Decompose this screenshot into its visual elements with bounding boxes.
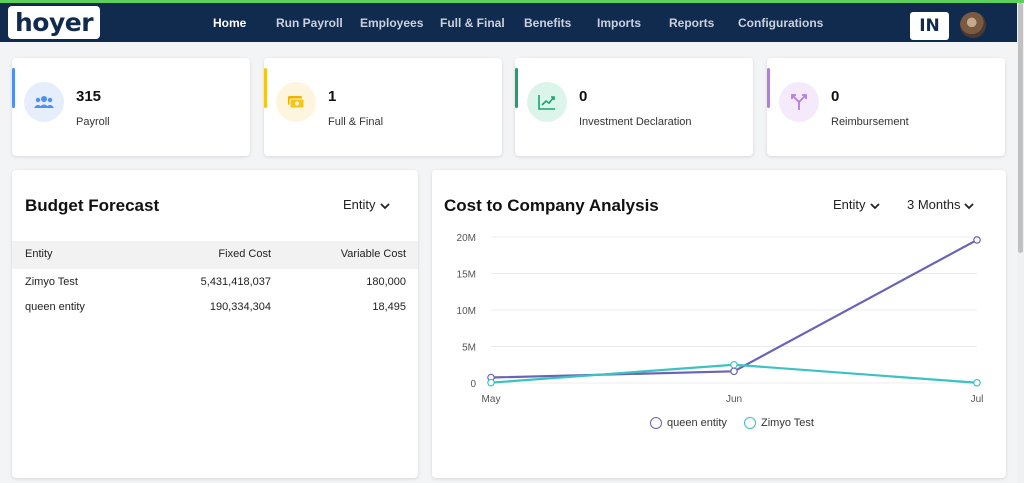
page-scrollbar[interactable] [1017, 3, 1024, 483]
reimbursement-count: 0 [831, 88, 840, 105]
money-icon [276, 82, 316, 122]
data-point [730, 360, 738, 369]
ctc-period-dropdown[interactable]: 3 Months [907, 197, 975, 213]
budget-table-header [12, 241, 418, 269]
full-final-label: Full & Final [328, 116, 384, 128]
y-tick-label: 20M [457, 233, 476, 244]
ctc-analysis-title: Cost to Company Analysis [444, 196, 659, 215]
legend-queen-entity[interactable]: queen entity [650, 417, 727, 430]
col-header-variable-cost: Variable Cost [340, 248, 406, 260]
col-header-fixed-cost: Fixed Cost [218, 248, 271, 260]
x-tick-label: Jun [726, 394, 742, 405]
legend-label: Zimyo Test [761, 417, 814, 429]
data-point [973, 236, 981, 244]
chevron-down-icon [379, 198, 390, 213]
series-line-0 [490, 238, 978, 379]
y-tick-label: 15M [457, 270, 476, 281]
row-variable-cost: 18,495 [372, 301, 406, 313]
ctc-analysis-panel: Cost to Company Analysis Entity 3 Months… [432, 170, 1006, 478]
y-tick-label: 0 [470, 379, 476, 390]
card-accent [264, 68, 267, 108]
budget-entity-dropdown[interactable]: Entity [343, 197, 390, 213]
dropdown-label: Entity [833, 197, 866, 212]
y-tick-label: 10M [457, 306, 476, 317]
full-final-count: 1 [328, 88, 337, 105]
col-header-entity: Entity [25, 248, 53, 260]
top-navbar: hoyer Home Run Payroll Employees Full & … [0, 3, 1017, 42]
data-point [487, 378, 495, 387]
nav-full-and-final[interactable]: Full & Final [440, 16, 505, 30]
nav-home[interactable]: Home [213, 16, 247, 30]
trend-chart-icon [527, 82, 567, 122]
split-arrows-icon [779, 82, 819, 122]
dropdown-label: Entity [343, 197, 376, 212]
chevron-down-icon [869, 198, 880, 213]
brand-logo[interactable]: hoyer [8, 6, 100, 39]
nav-imports[interactable]: Imports [597, 16, 642, 30]
row-variable-cost: 180,000 [366, 276, 406, 288]
users-icon [24, 82, 64, 122]
payroll-count: 315 [76, 88, 102, 105]
stat-card-payroll[interactable]: 315 Payroll [12, 58, 250, 156]
x-tick-label: May [482, 394, 501, 405]
x-tick-label: Jul [971, 394, 984, 405]
scrollbar-thumb[interactable] [1018, 3, 1023, 253]
payroll-label: Payroll [76, 116, 110, 128]
card-accent [515, 68, 518, 108]
nav-reports[interactable]: Reports [669, 16, 715, 30]
legend-label: queen entity [667, 417, 727, 429]
ctc-line-chart: 0 5M 10M 15M 20M May Jun Jul [457, 233, 984, 405]
legend-zimyo-test[interactable]: Zimyo Test [744, 417, 814, 430]
nav-configurations[interactable]: Configurations [738, 16, 824, 30]
legend-marker [744, 417, 756, 430]
dropdown-label: 3 Months [907, 197, 961, 212]
y-tick-label: 5M [462, 343, 476, 354]
chevron-down-icon [964, 198, 975, 213]
stat-card-investment[interactable]: 0 Investment Declaration [515, 58, 753, 156]
language-selector[interactable]: IN [910, 12, 949, 40]
row-entity: Zimyo Test [25, 276, 78, 288]
data-point [730, 367, 738, 376]
card-accent [12, 68, 15, 108]
data-point [973, 378, 981, 387]
stat-card-full-final[interactable]: 1 Full & Final [264, 58, 502, 156]
row-entity: queen entity [25, 301, 85, 313]
nav-employees[interactable]: Employees [360, 16, 424, 30]
top-accent-line [0, 0, 1024, 3]
legend-marker [650, 417, 662, 430]
budget-forecast-panel: Budget Forecast Entity Entity Fixed Cost… [12, 170, 418, 478]
nav-benefits[interactable]: Benefits [524, 16, 572, 30]
budget-forecast-title: Budget Forecast [25, 196, 160, 215]
investment-count: 0 [579, 88, 588, 105]
investment-label: Investment Declaration [579, 116, 692, 128]
stat-card-reimbursement[interactable]: 0 Reimbursement [767, 58, 1005, 156]
card-accent [767, 68, 770, 108]
row-fixed-cost: 5,431,418,037 [200, 276, 271, 288]
user-avatar[interactable] [960, 12, 986, 38]
nav-run-payroll[interactable]: Run Payroll [276, 16, 343, 30]
ctc-entity-dropdown[interactable]: Entity [833, 197, 880, 213]
row-fixed-cost: 190,334,304 [209, 301, 271, 313]
reimbursement-label: Reimbursement [831, 116, 909, 128]
